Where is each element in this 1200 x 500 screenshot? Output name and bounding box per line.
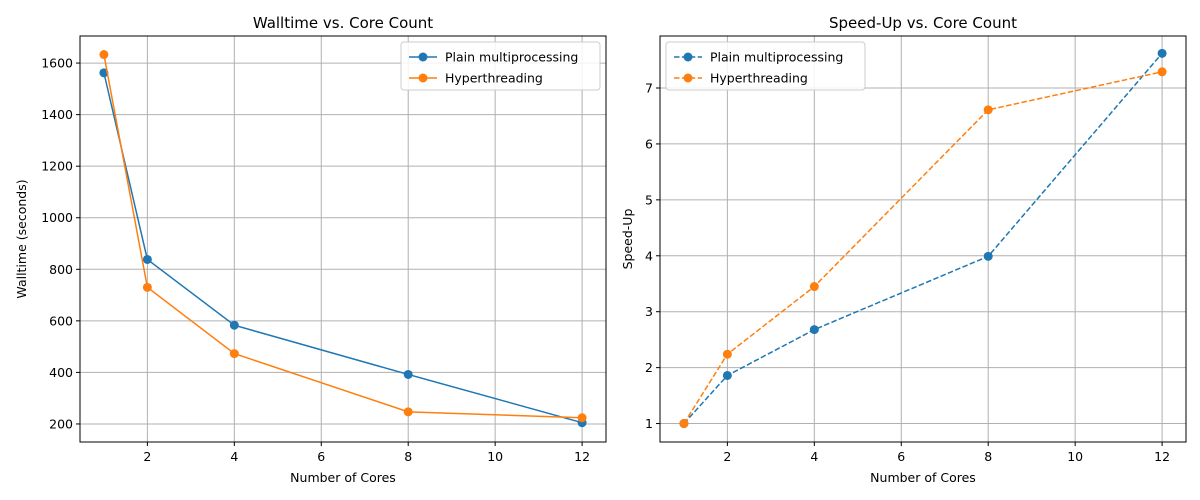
legend-box [400,41,601,91]
x-tick-label: 8 [984,449,992,464]
y-axis-label: Speed-Up [620,209,635,270]
legend-entry-label: Plain multiprocessing [445,50,578,65]
y-tick-label: 800 [49,262,73,277]
legend: Plain multiprocessing Hyperthreading [400,41,601,91]
x-tick-label: 6 [897,449,905,464]
data-point [722,370,732,380]
series-line-1 [683,71,1163,424]
legend-box [665,41,866,91]
data-point [229,349,239,359]
y-tick-label: 200 [49,416,73,431]
data-point [99,50,109,60]
y-tick-label: 1 [645,416,653,431]
series-line-0 [103,72,583,424]
x-tick-label: 6 [317,449,325,464]
data-point [577,413,587,423]
x-tick-label: 4 [810,449,818,464]
y-tick-label: 6 [645,136,653,151]
x-tick-label: 8 [404,449,412,464]
x-axis-label: Number of Cores [870,470,976,485]
data-point [983,251,993,261]
legend-swatch-marker [418,73,428,83]
legend: Plain multiprocessing Hyperthreading [665,41,866,91]
y-tick-label: 5 [645,192,653,207]
x-tick-label: 12 [1154,449,1170,464]
y-tick-label: 400 [49,365,73,380]
legend-swatch-marker [683,52,693,62]
plot-frame [659,35,1187,443]
legend-entry-label: Hyperthreading [710,71,808,86]
chart-walltime: 2 4 6 8 10 12 200 400 600 800 1000 1200 1400 1600 Wall… [14,14,607,485]
y-tick-label: 1400 [41,107,73,122]
x-axis-label: Number of Cores [290,470,396,485]
x-tick-label: 2 [723,449,731,464]
data-point [229,320,239,330]
legend-entry-label: Hyperthreading [445,71,543,86]
legend-swatch-marker [683,73,693,83]
data-point [142,282,152,292]
x-tick-label: 12 [574,449,590,464]
data-point [679,419,689,429]
data-point [809,325,819,335]
x-tick-label: 4 [230,449,238,464]
y-tick-label: 1000 [41,210,73,225]
x-tick-label: 10 [1067,449,1083,464]
legend-entry-label: Plain multiprocessing [710,50,843,65]
data-point [809,282,819,292]
y-tick-label: 1200 [41,159,73,174]
x-tick-label: 10 [487,449,503,464]
y-tick-label: 7 [645,81,653,96]
series-line-1 [103,54,583,419]
data-point [983,105,993,115]
y-tick-label: 4 [645,248,653,263]
legend-swatch-marker [418,52,428,62]
data-point [403,369,413,379]
y-axis-label: Walltime (seconds) [14,179,29,298]
data-point [403,407,413,417]
data-point [722,349,732,359]
y-tick-label: 600 [49,313,73,328]
plot-frame [79,35,607,443]
y-tick-label: 3 [645,304,653,319]
data-point [1157,67,1167,77]
data-point [142,254,152,264]
chart-title: Speed-Up vs. Core Count [829,14,1017,32]
chart-title: Walltime vs. Core Count [253,14,433,32]
x-tick-label: 2 [143,449,151,464]
y-tick-label: 2 [645,360,653,375]
data-point [1157,48,1167,58]
y-tick-label: 1600 [41,56,73,71]
